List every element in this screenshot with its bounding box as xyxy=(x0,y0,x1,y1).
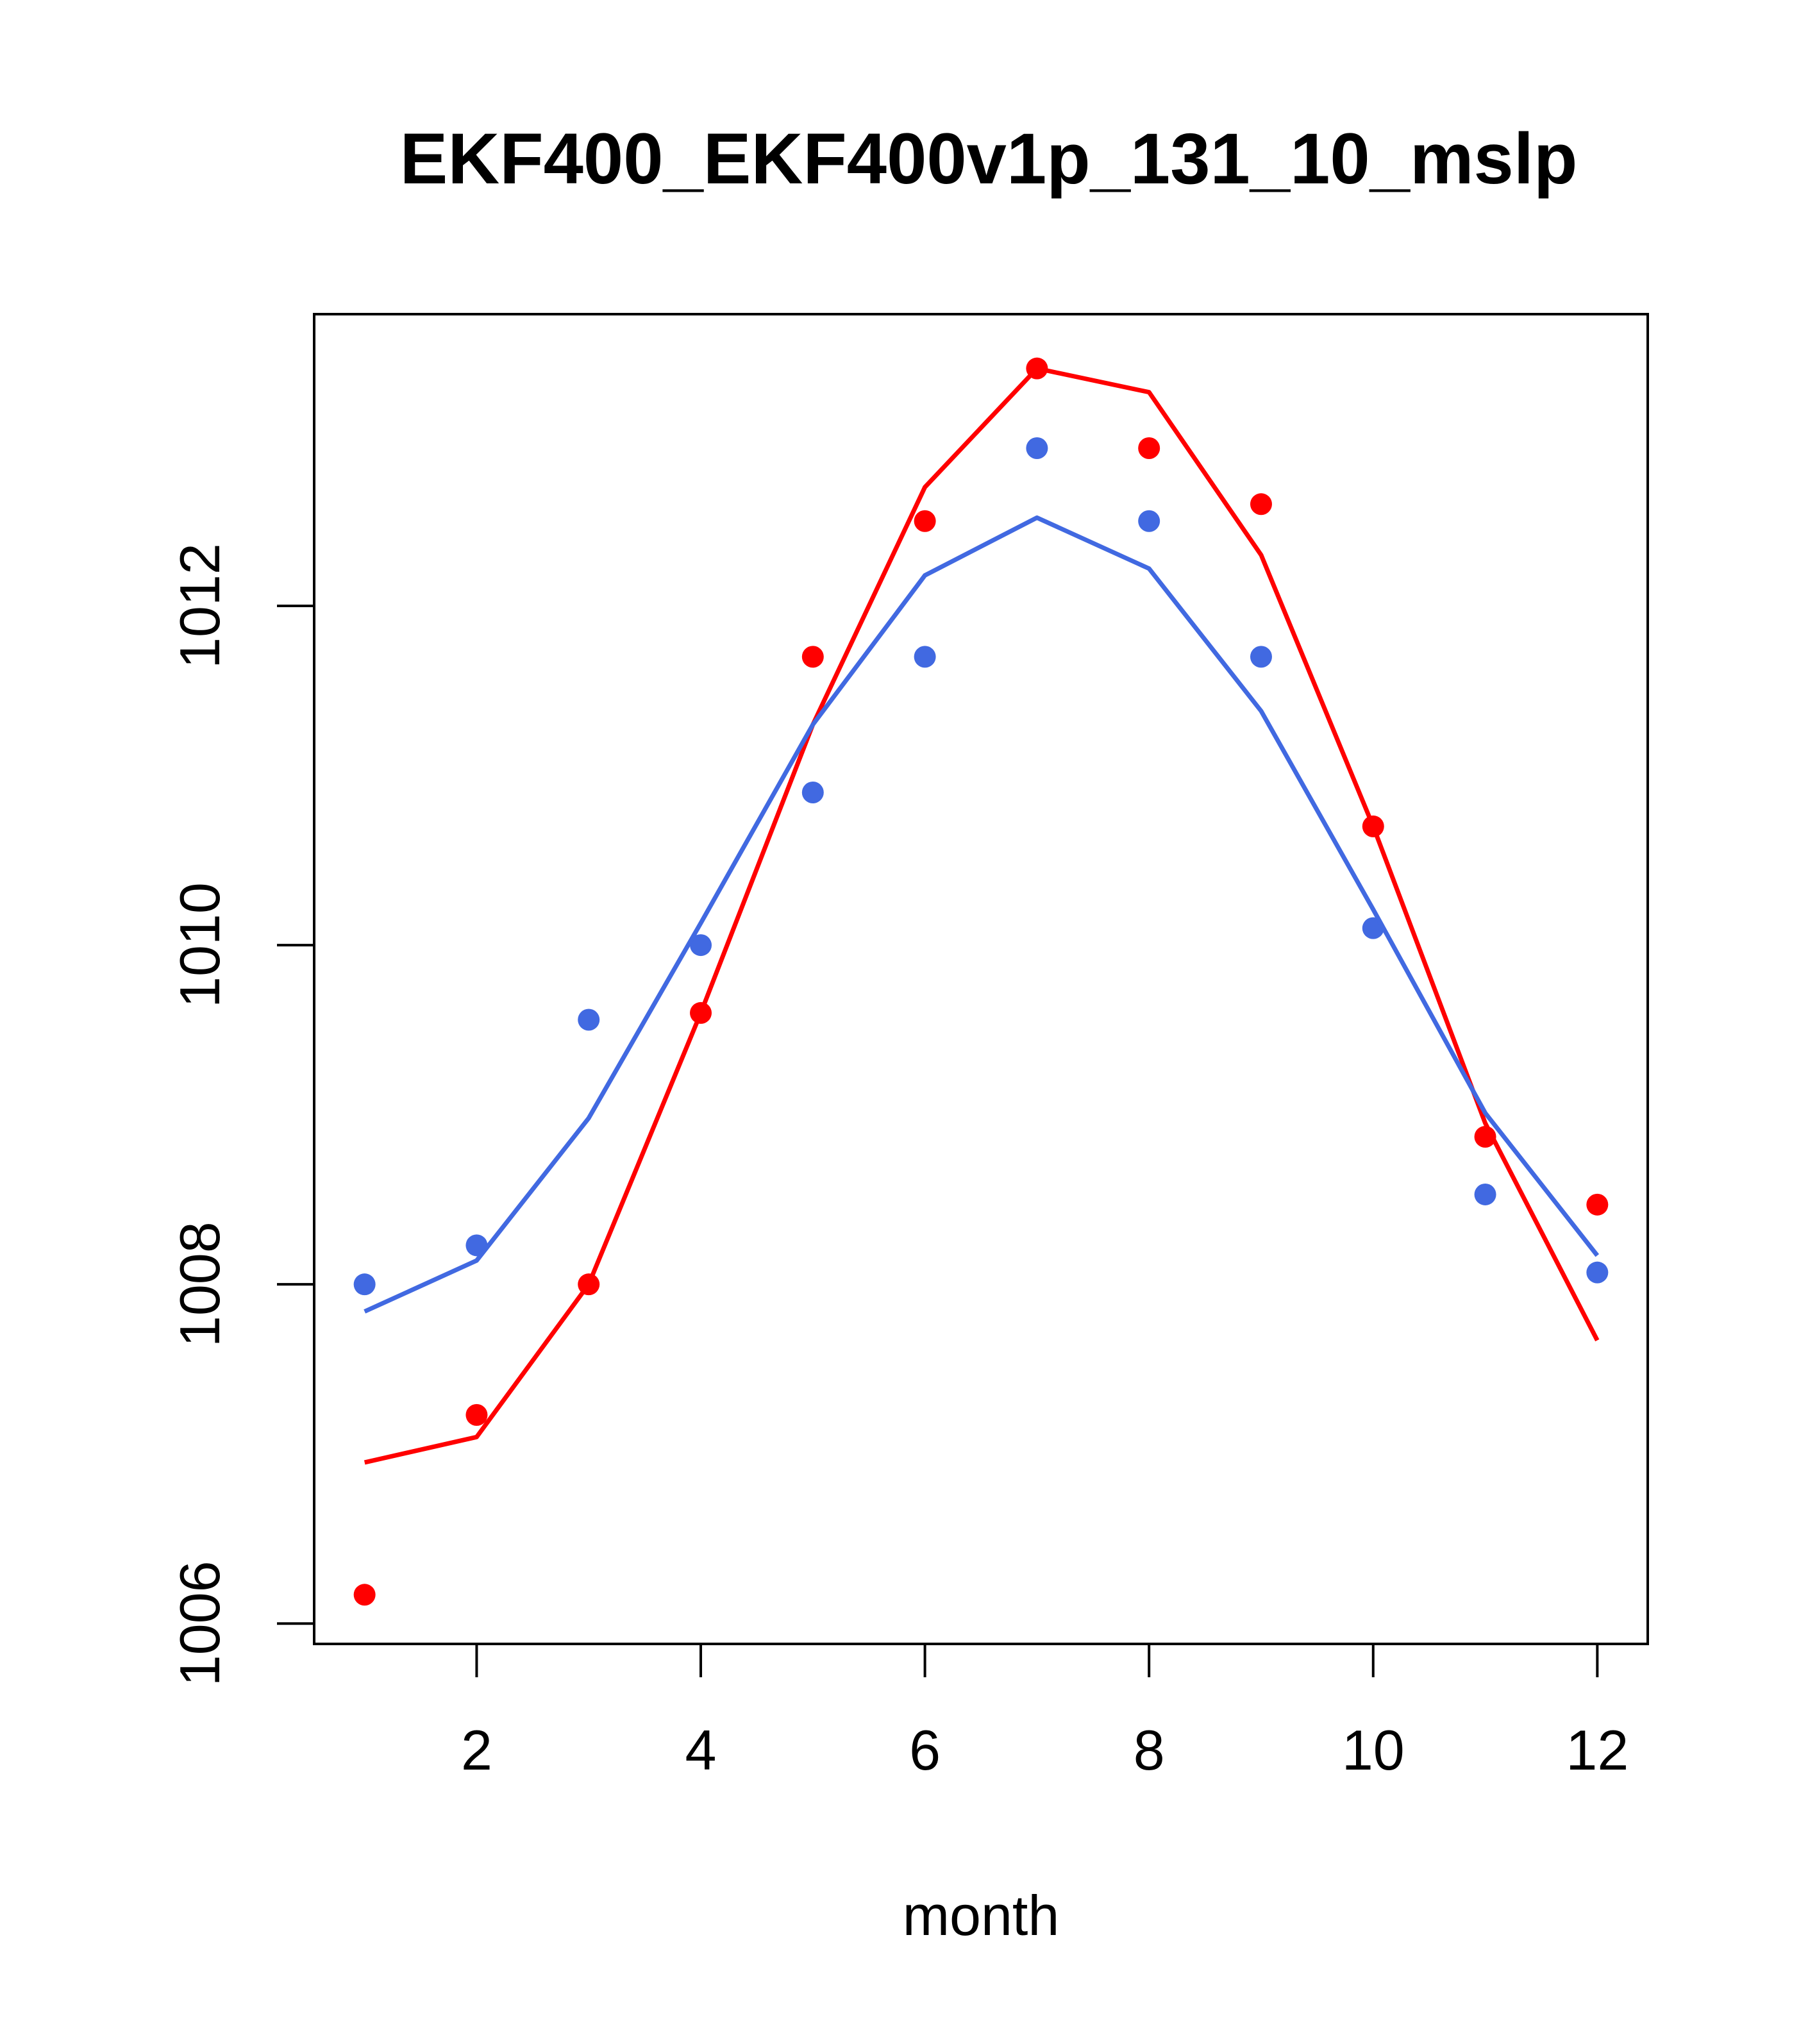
blue-point xyxy=(1026,437,1048,459)
x-tick-label: 8 xyxy=(1134,1718,1165,1782)
series-layer xyxy=(353,357,1609,1606)
blue-point xyxy=(1138,510,1160,532)
y-tick-label: 1010 xyxy=(168,882,231,1008)
x-tick-label: 4 xyxy=(685,1718,717,1782)
red-point xyxy=(801,646,824,668)
red-fit-line xyxy=(364,366,1600,1465)
chart-title: EKF400_EKF400v1p_131_10_mslp xyxy=(400,119,1578,199)
blue-point xyxy=(1474,1183,1496,1205)
x-tick-label: 6 xyxy=(909,1718,941,1782)
x-axis: 2 4 6 8 10 12 xyxy=(461,1643,1629,1782)
y-tick-label: 1006 xyxy=(168,1561,231,1686)
x-tick-label: 2 xyxy=(461,1718,492,1782)
y-tick-label: 1012 xyxy=(168,543,231,669)
red-point xyxy=(465,1403,488,1426)
y-axis: 1006 1008 1010 1012 xyxy=(168,543,315,1686)
red-point xyxy=(1138,437,1160,459)
red-point xyxy=(914,510,936,532)
blue-point xyxy=(1586,1261,1609,1284)
blue-fit-line xyxy=(364,515,1600,1314)
blue-point xyxy=(353,1273,376,1296)
blue-point xyxy=(914,646,936,668)
red-point xyxy=(1586,1193,1609,1216)
blue-point xyxy=(1250,646,1272,668)
red-point xyxy=(353,1584,376,1606)
blue-point xyxy=(801,782,824,804)
blue-point xyxy=(690,934,712,957)
y-tick-label: 1008 xyxy=(168,1221,231,1347)
x-tick-label: 12 xyxy=(1566,1718,1629,1782)
red-point xyxy=(1250,493,1272,515)
x-axis-label: month xyxy=(903,1884,1060,1947)
blue-point xyxy=(578,1009,600,1031)
plot-frame xyxy=(313,313,1649,1645)
x-tick-label: 10 xyxy=(1342,1718,1405,1782)
